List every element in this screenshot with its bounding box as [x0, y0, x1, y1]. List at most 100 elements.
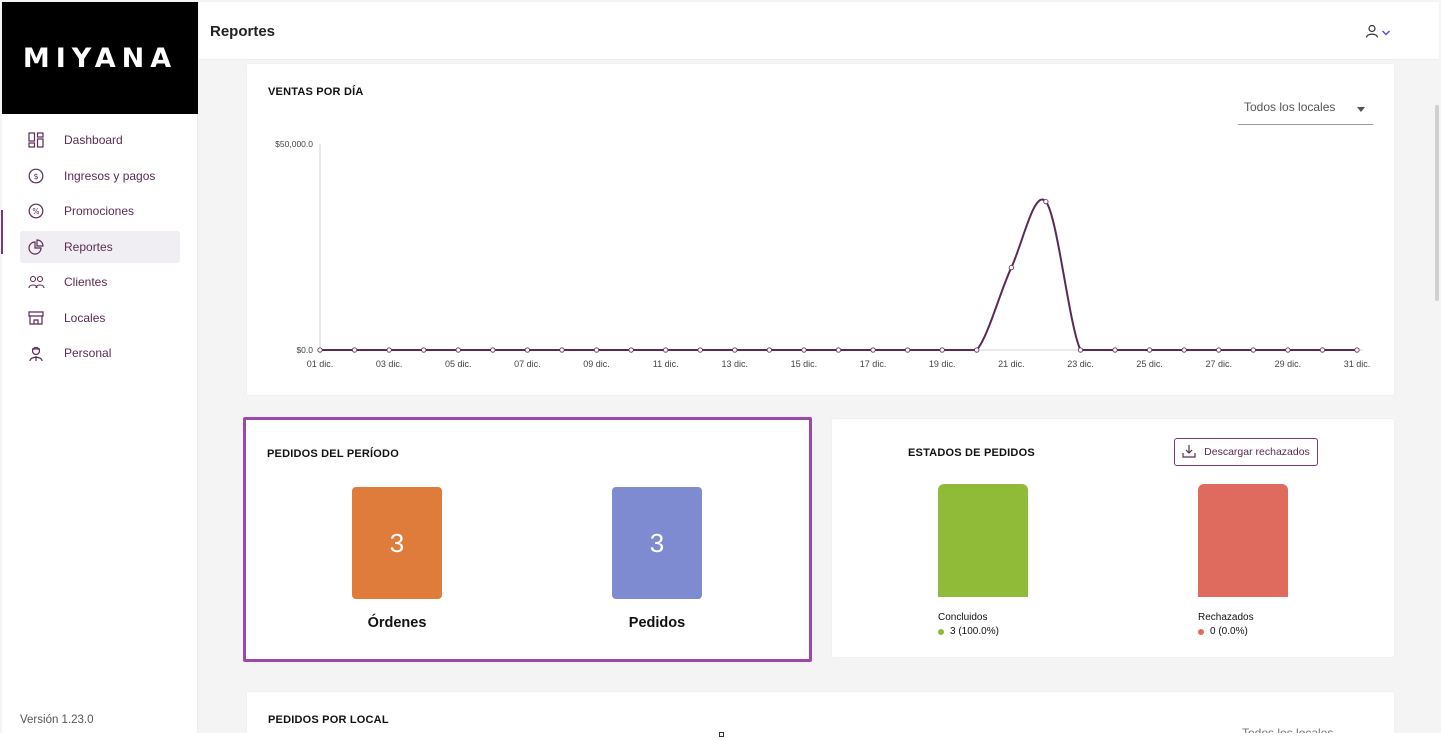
sales-data-point — [490, 347, 496, 353]
bottom-strip — [0, 733, 1441, 741]
sidebar-item-label: Promociones — [64, 204, 135, 218]
sales-data-point — [1146, 347, 1153, 353]
user-icon — [1365, 24, 1379, 43]
dashboard-icon — [27, 131, 45, 149]
pedidos-label: Pedidos — [628, 615, 686, 631]
sales-data-point — [663, 347, 669, 353]
app-version: Versión 1.23.0 — [20, 714, 94, 726]
sidebar-item-label: Ingresos y pagos — [64, 168, 156, 183]
sales-series-line — [319, 198, 1357, 352]
sidebar-item-label: Personal — [64, 346, 112, 360]
period-card-title: PEDIDOS DEL PERÍODO — [267, 448, 399, 460]
sales-data-point — [697, 347, 703, 353]
page-title: Reportes — [210, 23, 276, 40]
rechazados-bar — [1198, 484, 1288, 597]
sales-card-title: VENTAS POR DÍA — [268, 86, 364, 98]
rechazados-legend-dot — [1198, 628, 1204, 635]
rechazados-value-row: 0 (0.0%) — [1198, 626, 1248, 637]
active-indicator — [1, 210, 3, 254]
local-card-title: PEDIDOS POR LOCAL — [268, 714, 389, 726]
sales-data-point — [1043, 199, 1049, 205]
x-tick-label: 27 dic. — [1205, 359, 1232, 369]
top-header: Reportes — [199, 2, 1439, 60]
x-tick-label: 07 dic. — [514, 359, 541, 369]
sales-data-point — [628, 347, 634, 353]
pedidos-count-box: 3 — [612, 487, 702, 599]
orders-period-card: PEDIDOS DEL PERÍODO 3 Órdenes 3 Pedidos — [243, 417, 812, 662]
pie-chart-icon — [27, 238, 45, 256]
sidebar-item-label: Locales — [64, 310, 106, 325]
sales-data-point — [1181, 347, 1187, 353]
sales-data-point — [1250, 347, 1256, 353]
y-tick-label: $0.0 — [296, 345, 313, 355]
sidebar-item-locales[interactable]: Locales — [20, 302, 180, 334]
x-tick-label: 23 dic. — [1067, 359, 1094, 369]
caret-down-icon — [1357, 107, 1365, 112]
x-tick-label: 05 dic. — [445, 359, 472, 369]
concluidos-value-row: 3 (100.0%) — [938, 626, 999, 637]
locales-filter-select[interactable]: Todos los locales — [1238, 92, 1373, 125]
sales-data-point — [1319, 347, 1326, 353]
sidebar-item-clientes[interactable]: Clientes — [20, 266, 180, 298]
brand-logo[interactable]: MIYANA — [2, 2, 198, 114]
x-tick-label: 09 dic. — [583, 359, 610, 369]
sidebar: MIYANA Dashboard $ Ingresos y pagos % Pr… — [1, 2, 198, 739]
users-icon — [27, 273, 45, 291]
status-card-title: ESTADOS DE PEDIDOS — [908, 447, 1035, 459]
staff-icon — [27, 344, 45, 362]
pedidos-count: 3 — [649, 527, 665, 558]
brand-name: MIYANA — [22, 42, 178, 74]
concluidos-legend-dot — [938, 628, 944, 635]
download-icon — [1182, 444, 1196, 461]
sales-data-point — [870, 347, 876, 353]
concluidos-bar — [938, 484, 1028, 597]
x-tick-label: 19 dic. — [929, 359, 956, 369]
page-scrollbar[interactable] — [1435, 105, 1439, 301]
sidebar-item-label: Reportes — [64, 239, 113, 254]
sales-data-point — [801, 347, 807, 353]
sales-data-point — [593, 347, 600, 353]
x-tick-label: 21 dic. — [998, 359, 1025, 369]
sales-line-chart: $50,000.0 $0.0 01 dic. 03 dic. 05 dic. 07 dic… — [275, 139, 1370, 369]
sidebar-item-personal[interactable]: Personal — [20, 337, 180, 369]
sales-data-point — [905, 347, 911, 353]
sales-data-point — [351, 347, 358, 353]
sales-data-point — [1285, 347, 1291, 353]
sales-data-point — [317, 347, 323, 353]
sales-data-point — [1354, 347, 1360, 353]
sidebar-item-label: Clientes — [64, 275, 108, 289]
svg-text:$: $ — [33, 172, 38, 181]
sales-data-point — [1008, 265, 1014, 271]
sales-data-point — [559, 347, 565, 353]
x-tick-label: 17 dic. — [860, 359, 887, 369]
x-tick-label: 01 dic. — [307, 359, 334, 369]
resize-handle[interactable] — [719, 732, 724, 737]
x-tick-label: 11 dic. — [653, 359, 679, 369]
sidebar-item-dashboard[interactable]: Dashboard — [20, 124, 180, 156]
concluidos-label: Concluidos — [938, 612, 988, 623]
dollar-circle-icon: $ — [27, 167, 45, 185]
orders-by-local-card: PEDIDOS POR LOCAL Todos los locales — [247, 692, 1394, 741]
sidebar-item-ingresos[interactable]: $ Ingresos y pagos — [20, 160, 180, 192]
x-tick-label: 13 dic. — [722, 359, 749, 369]
sidebar-item-label: Dashboard — [64, 133, 123, 147]
orders-label: Órdenes — [367, 615, 427, 631]
y-tick-label: $50,000.0 — [275, 139, 313, 149]
sales-data-point — [939, 347, 945, 353]
sidebar-item-reportes[interactable]: Reportes — [20, 230, 180, 263]
sidebar-item-promociones[interactable]: % Promociones — [20, 195, 180, 227]
orders-count: 3 — [389, 527, 405, 558]
sales-data-point — [974, 347, 980, 353]
x-tick-label: 03 dic. — [376, 359, 403, 369]
svg-text:%: % — [32, 207, 39, 216]
download-rejected-button[interactable]: Descargar rechazados — [1174, 438, 1318, 466]
sales-by-day-card: VENTAS POR DÍA Todos los locales $50,000… — [247, 64, 1394, 395]
chevron-down-icon — [1381, 25, 1391, 43]
orders-count-box: 3 — [352, 487, 442, 599]
sales-data-point — [524, 347, 530, 353]
sales-data-point — [1077, 347, 1084, 353]
user-menu-button[interactable] — [1365, 24, 1391, 43]
locales-filter-value: Todos los locales — [1244, 100, 1336, 114]
sales-data-point — [766, 347, 772, 353]
sidebar-nav: Dashboard $ Ingresos y pagos % Promocion… — [2, 124, 198, 373]
